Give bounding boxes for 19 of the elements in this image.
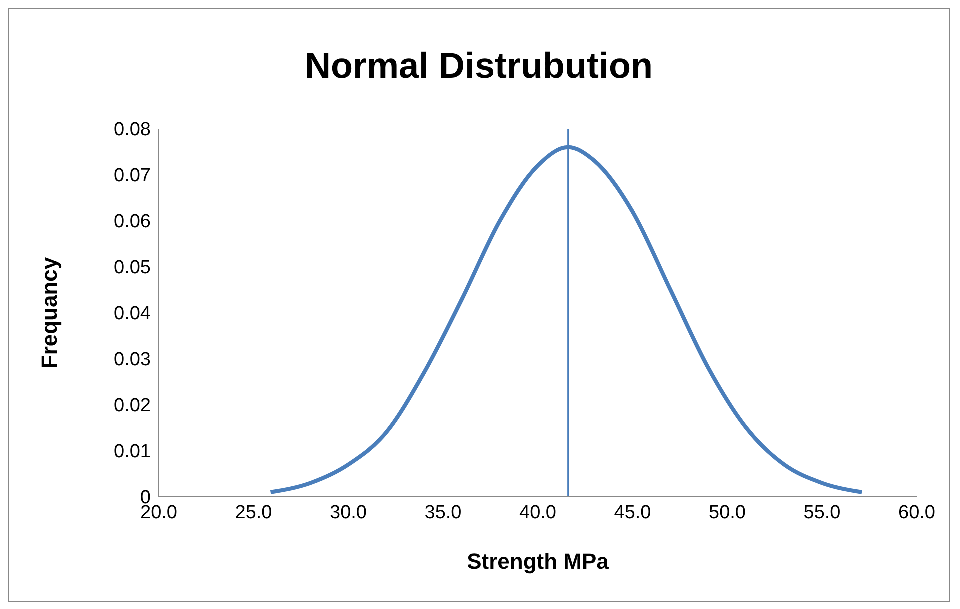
y-tick-label: 0.04 (114, 304, 152, 325)
y-tick-label: 0.06 (114, 212, 151, 233)
x-tick-label: 25.0 (235, 502, 272, 524)
x-tick-label: 60.0 (898, 502, 936, 524)
y-tick-label: 0.05 (114, 258, 151, 279)
x-tick-label: 30.0 (330, 502, 367, 524)
y-tick-label: 0.07 (114, 166, 151, 187)
x-tick-label: 40.0 (520, 502, 556, 524)
x-axis-title: Strength MPa (467, 549, 610, 574)
y-axis-title: Frequancy (36, 256, 62, 369)
x-tick-label: 35.0 (424, 502, 462, 524)
y-tick-label: 0.01 (114, 442, 151, 463)
y-tick-label: 0.08 (114, 120, 151, 141)
x-tick-label: 45.0 (614, 502, 652, 524)
y-tick-label: 0.02 (114, 396, 151, 417)
x-tick-label: 50.0 (709, 502, 746, 524)
y-tick-label: 0.03 (114, 350, 151, 371)
chart-title: Normal Distrubution (304, 45, 654, 87)
x-tick-label: 55.0 (804, 502, 841, 524)
